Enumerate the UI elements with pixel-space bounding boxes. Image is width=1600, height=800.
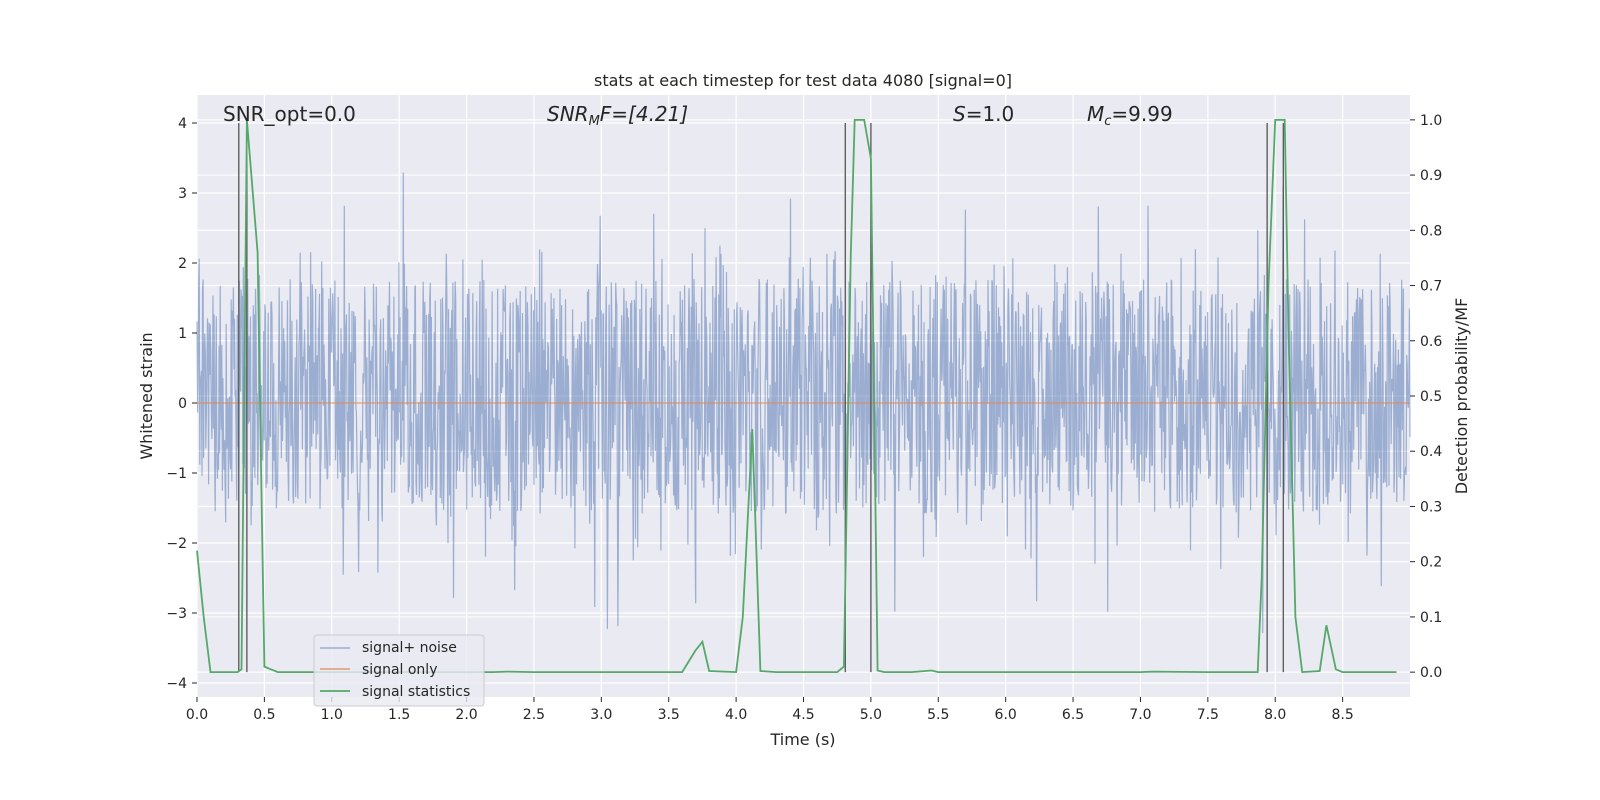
- x-tick-label: 1.0: [321, 707, 343, 723]
- x-tick-label: 4.0: [725, 707, 747, 723]
- right-y-tick-label: 0.2: [1420, 555, 1442, 571]
- right-y-tick-label: 1.0: [1420, 113, 1442, 129]
- s-annotation: S=1.0: [953, 102, 1014, 126]
- legend: signal+ noise signal only signal statist…: [313, 634, 485, 707]
- left-y-tick-label: −3: [166, 606, 187, 622]
- statistics-series: [196, 119, 1397, 674]
- x-tick-label: 8.5: [1331, 707, 1353, 723]
- left-y-tick-label: −4: [166, 676, 187, 692]
- noise-line: [196, 172, 1411, 634]
- right-y-axis-label: Detection probability/MF: [1452, 298, 1471, 495]
- x-tick-label: 0.5: [253, 707, 275, 723]
- x-tick-label: 5.5: [927, 707, 949, 723]
- right-y-tick-label: 0.4: [1420, 444, 1442, 460]
- left-y-tick-label: −2: [166, 536, 187, 552]
- x-tick-label: 1.5: [388, 707, 410, 723]
- right-y-tick-label: 0.6: [1420, 334, 1442, 350]
- x-tick-label: 3.0: [590, 707, 612, 723]
- right-y-axis-ticks: 0.0 0.1 0.2 0.3 0.4 0.5 0.6 0.7 0.8 0.9 1.0: [1410, 113, 1442, 681]
- right-y-tick-label: 0.8: [1420, 223, 1442, 239]
- snr-opt-annotation: SNR_opt=0.0: [223, 102, 356, 126]
- legend-label-statistics: signal statistics: [362, 684, 470, 700]
- noise-series: [196, 172, 1411, 634]
- right-y-tick-label: 0.5: [1420, 389, 1442, 405]
- x-tick-label: 7.0: [1129, 707, 1151, 723]
- left-y-axis-ticks: −4 −3 −2 −1 0 1 2 3 4: [166, 116, 197, 692]
- snr-mf-annotation: SNRMF=[4.21]: [547, 102, 688, 129]
- left-y-tick-label: −1: [166, 466, 187, 482]
- x-axis-label: Time (s): [769, 730, 835, 749]
- mc-annotation: Mc=9.99: [1087, 102, 1173, 129]
- left-y-axis-label: Whitened strain: [137, 332, 156, 459]
- x-tick-label: 3.5: [658, 707, 680, 723]
- right-y-tick-label: 0.7: [1420, 279, 1442, 295]
- right-y-tick-label: 0.9: [1420, 168, 1442, 184]
- x-tick-label: 4.5: [792, 707, 814, 723]
- x-tick-label: 7.5: [1197, 707, 1219, 723]
- statistics-line: [196, 119, 1397, 674]
- left-y-tick-label: 0: [178, 396, 187, 412]
- x-axis-ticks: 0.0 0.5 1.0 1.5 2.0 2.5 3.0 3.5 4.0 4.5 5.0 5.5 6.0 6…: [186, 697, 1354, 723]
- legend-box: [313, 634, 485, 707]
- x-tick-label: 6.0: [995, 707, 1017, 723]
- left-y-tick-label: 3: [178, 186, 187, 202]
- x-tick-label: 8.0: [1264, 707, 1286, 723]
- left-y-tick-label: 4: [178, 116, 187, 132]
- x-tick-label: 6.5: [1062, 707, 1084, 723]
- x-tick-label: 5.0: [860, 707, 882, 723]
- right-y-tick-label: 0.0: [1420, 665, 1442, 681]
- right-y-tick-label: 0.1: [1420, 610, 1442, 626]
- left-y-tick-label: 2: [178, 256, 187, 272]
- chart-title: stats at each timestep for test data 408…: [594, 71, 1012, 90]
- left-y-tick-label: 1: [178, 326, 187, 342]
- x-tick-label: 0.0: [186, 707, 208, 723]
- x-tick-label: 2.5: [523, 707, 545, 723]
- x-tick-label: 2.0: [455, 707, 477, 723]
- legend-label-noise: signal+ noise: [362, 640, 457, 656]
- legend-label-signal-only: signal only: [362, 662, 437, 678]
- right-y-tick-label: 0.3: [1420, 499, 1442, 515]
